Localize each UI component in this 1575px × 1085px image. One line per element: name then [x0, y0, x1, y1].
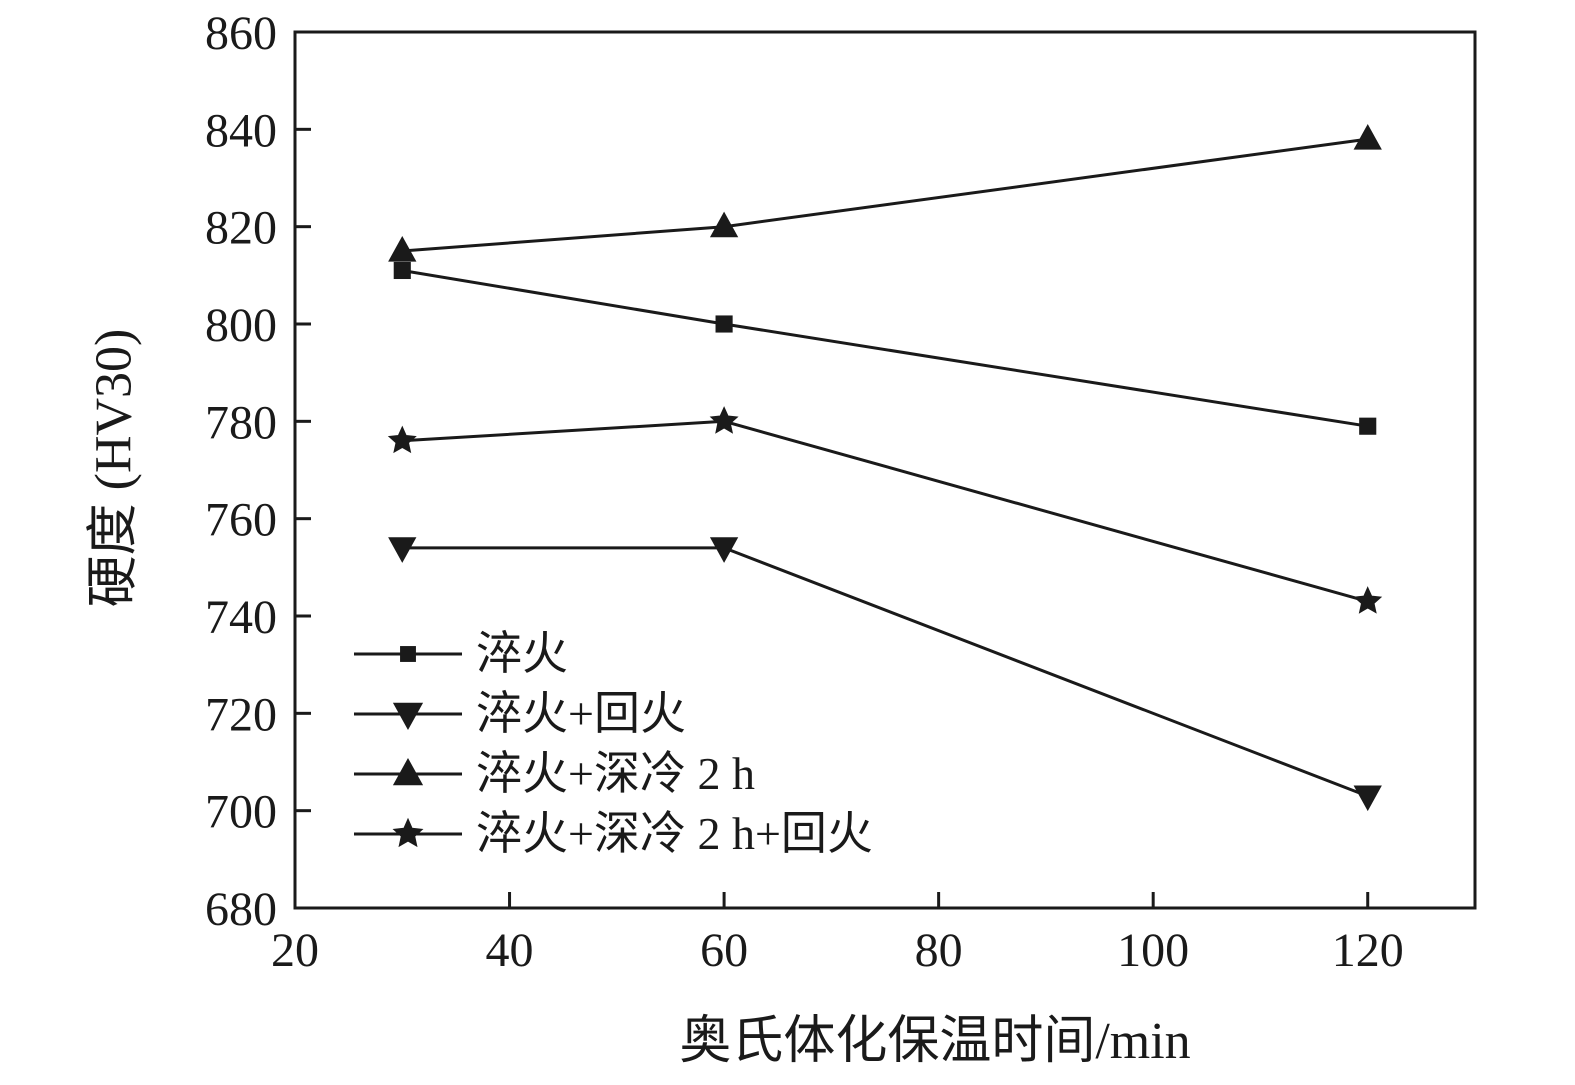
y-tick-label: 700: [205, 786, 277, 839]
legend-item: 淬火+回火: [352, 688, 873, 740]
plot-border: [293, 30, 1477, 910]
y-tick-label: 740: [205, 591, 277, 644]
legend-marker-triangle-up-icon: [354, 757, 462, 786]
legend-label: 淬火+深冷 2 h: [476, 748, 755, 799]
legend-label: 淬火+回火: [476, 688, 686, 739]
series-line-3: [402, 419, 1369, 603]
legend-item: 淬火: [352, 628, 873, 680]
series-line-2: [402, 137, 1368, 253]
y-tick-label: 720: [205, 688, 277, 741]
data-point-square-0-0: [393, 261, 411, 280]
data-point-triangle-up-2-0: [388, 235, 417, 262]
legend-label: 淬火: [476, 628, 568, 679]
x-tick-label: 120: [1332, 924, 1404, 977]
legend: 淬火 淬火+回火 淬火+深冷 2 h 淬火+深冷 2 h+回火: [352, 628, 873, 860]
data-point-star-3-2: [1353, 586, 1383, 614]
data-point-triangle-up-legend: [392, 757, 424, 786]
legend-marker-star-icon: [354, 817, 462, 848]
legend-marker-square-icon: [354, 646, 462, 662]
data-point-triangle-up-2-1: [709, 211, 739, 238]
y-axis-label: 硬度 (HV30): [85, 328, 143, 608]
legend-item: 淬火+深冷 2 h+回火: [352, 808, 873, 860]
legend-marker-triangle-down-icon: [354, 702, 462, 731]
x-tick-label: 40: [486, 924, 534, 977]
y-tick-label: 820: [205, 202, 277, 255]
x-tick-label: 80: [915, 924, 963, 977]
data-point-triangle-down-1-2: [1353, 785, 1382, 812]
data-point-triangle-up-2-2: [1353, 124, 1382, 150]
y-tick-label: 800: [205, 299, 277, 352]
data-point-star-3-0: [387, 425, 417, 454]
x-tick-label: 100: [1117, 924, 1189, 977]
x-tick-label: 60: [700, 924, 748, 977]
data-point-triangle-down-1-0: [388, 537, 417, 563]
y-tick-label: 860: [205, 7, 277, 60]
data-point-square-0-2: [1359, 417, 1377, 435]
series-line-0: [402, 269, 1368, 428]
legend-item: 淬火+深冷 2 h: [352, 748, 873, 800]
y-tick-label: 840: [205, 104, 277, 157]
data-point-triangle-down-legend: [392, 702, 424, 731]
data-point-triangle-down-1-1: [709, 537, 739, 563]
y-tick-label: 680: [205, 883, 277, 936]
x-axis-label: 奥氏体化保温时间/min: [679, 1013, 1191, 1070]
y-tick-label: 760: [205, 494, 277, 547]
data-point-star-legend: [392, 817, 424, 848]
data-point-star-3-1: [709, 406, 739, 434]
x-tick-label: 20: [271, 924, 319, 977]
y-tick-label: 780: [205, 396, 277, 449]
data-point-square-0-1: [715, 315, 733, 333]
data-point-square-legend: [400, 646, 416, 662]
legend-label: 淬火+深冷 2 h+回火: [476, 808, 873, 859]
